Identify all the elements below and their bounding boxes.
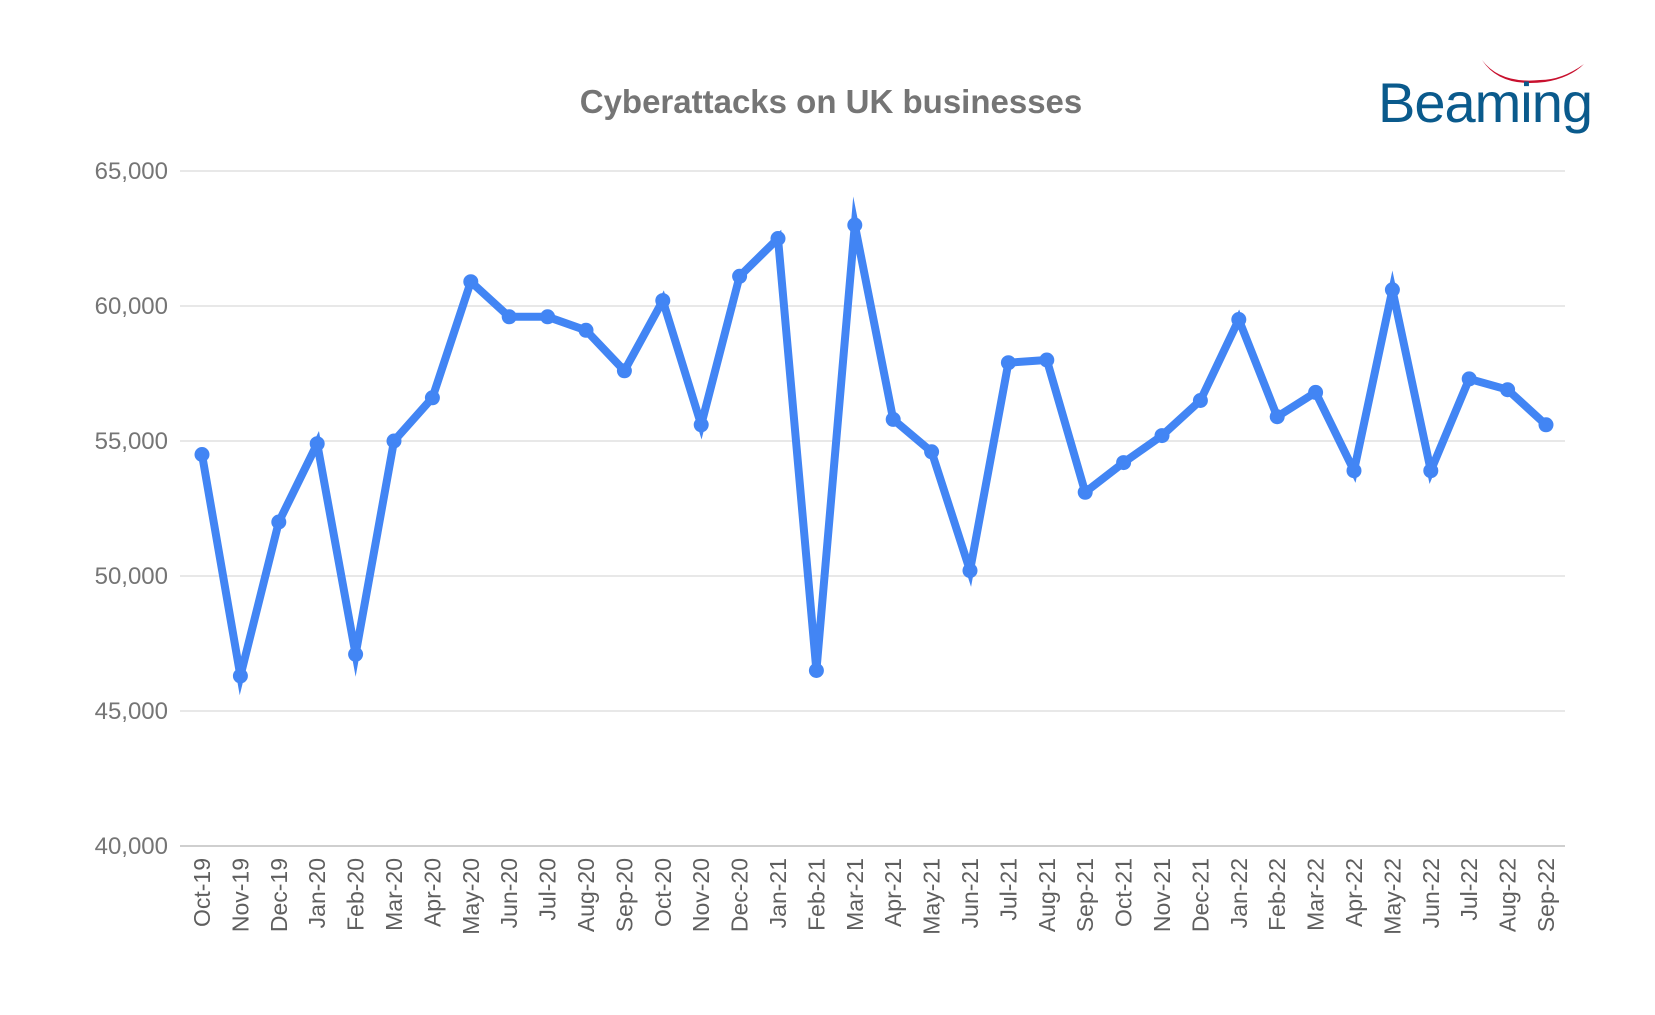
x-tick-label: Feb-21: [803, 858, 829, 931]
data-point: [1269, 409, 1285, 425]
data-point: [271, 514, 287, 530]
data-point: [1039, 352, 1055, 368]
data-point: [540, 309, 556, 325]
data-point: [1077, 484, 1093, 500]
x-tick-label: Jan-20: [304, 858, 330, 928]
data-point: [1192, 393, 1208, 408]
x-tick-label: Aug-21: [1034, 858, 1060, 932]
x-tick-label: Sep-20: [611, 858, 637, 932]
x-tick-label: Aug-20: [573, 858, 599, 932]
y-tick-label: 55,000: [95, 428, 168, 455]
data-point: [885, 411, 901, 427]
logo-text: Beaming: [1378, 71, 1592, 134]
x-tick-label: Aug-22: [1495, 858, 1521, 932]
y-tick-label: 40,000: [95, 833, 168, 860]
x-tick-label: Mar-22: [1303, 858, 1329, 931]
data-point: [1154, 428, 1170, 444]
beaming-logo: Beaming: [1378, 60, 1593, 134]
data-point: [1500, 382, 1516, 398]
data-point: [1000, 355, 1016, 371]
data-point: [1116, 455, 1132, 471]
data-point: [1231, 312, 1247, 327]
x-tick-label: Feb-20: [343, 858, 369, 931]
data-point: [348, 646, 364, 662]
x-tick-label: May-22: [1379, 858, 1405, 935]
data-point: [655, 293, 671, 309]
x-tick-label: Nov-19: [227, 858, 253, 932]
y-axis-ticks: 40,000 45,000 50,000 55,000 60,000 65,000: [95, 158, 168, 860]
y-tick-label: 50,000: [95, 563, 168, 590]
data-point: [732, 268, 748, 284]
x-tick-label: Dec-19: [266, 858, 292, 932]
data-point: [1423, 463, 1439, 479]
data-point: [693, 417, 709, 433]
x-tick-label: Oct-19: [189, 858, 215, 927]
data-point: [1308, 384, 1324, 400]
x-tick-label: Apr-20: [419, 858, 445, 927]
x-tick-label: Mar-21: [842, 858, 868, 931]
data-point: [962, 563, 978, 579]
y-tick-label: 60,000: [95, 293, 168, 320]
x-tick-label: Mar-20: [381, 858, 407, 931]
x-tick-label: May-20: [458, 858, 484, 935]
series-line: [198, 196, 1550, 696]
x-tick-label: Sep-22: [1533, 858, 1559, 932]
x-tick-label: Dec-20: [727, 858, 753, 932]
data-point: [1346, 463, 1362, 479]
x-tick-label: Apr-22: [1341, 858, 1367, 927]
data-point: [1538, 417, 1554, 433]
x-tick-label: Jun-22: [1418, 858, 1444, 928]
data-point: [386, 433, 402, 449]
y-tick-label: 45,000: [95, 698, 168, 725]
x-tick-label: Jul-20: [535, 858, 561, 921]
data-point: [924, 444, 940, 460]
chart-title: Cyberattacks on UK businesses: [580, 83, 1083, 120]
x-tick-label: Jan-22: [1226, 858, 1252, 928]
x-tick-label: Jun-21: [957, 858, 983, 928]
x-tick-label: Oct-20: [650, 858, 676, 927]
series-layer: [194, 196, 1554, 696]
x-tick-label: Sep-21: [1072, 858, 1098, 932]
x-tick-label: Nov-20: [688, 858, 714, 932]
x-tick-label: Dec-21: [1187, 858, 1213, 932]
data-point: [1461, 371, 1477, 387]
data-point: [847, 217, 863, 233]
x-tick-label: Jul-22: [1456, 858, 1482, 921]
x-tick-label: Nov-21: [1149, 858, 1175, 932]
gridlines: [180, 170, 1565, 847]
x-axis-ticks: Oct-19 Nov-19 Dec-19 Jan-20 Feb-20 Mar-20 Apr-…: [189, 858, 1559, 935]
x-tick-label: Jun-20: [496, 858, 522, 928]
data-point: [501, 309, 517, 325]
data-point: [424, 390, 440, 406]
data-point: [770, 231, 786, 246]
data-point: [463, 274, 479, 290]
logo-swoosh: [1482, 60, 1584, 84]
x-tick-label: Jan-21: [765, 858, 791, 928]
data-point: [808, 663, 824, 678]
data-point: [616, 363, 632, 379]
data-point: [1384, 282, 1400, 298]
data-point: [232, 668, 248, 684]
x-tick-label: Oct-21: [1111, 858, 1137, 927]
data-point: [309, 436, 325, 452]
x-tick-label: Jul-21: [995, 858, 1021, 921]
data-point: [578, 322, 594, 338]
x-tick-label: Apr-21: [880, 858, 906, 927]
x-tick-label: Feb-22: [1264, 858, 1290, 931]
y-tick-label: 65,000: [95, 158, 168, 185]
x-tick-label: May-21: [919, 858, 945, 935]
data-point: [194, 447, 210, 462]
